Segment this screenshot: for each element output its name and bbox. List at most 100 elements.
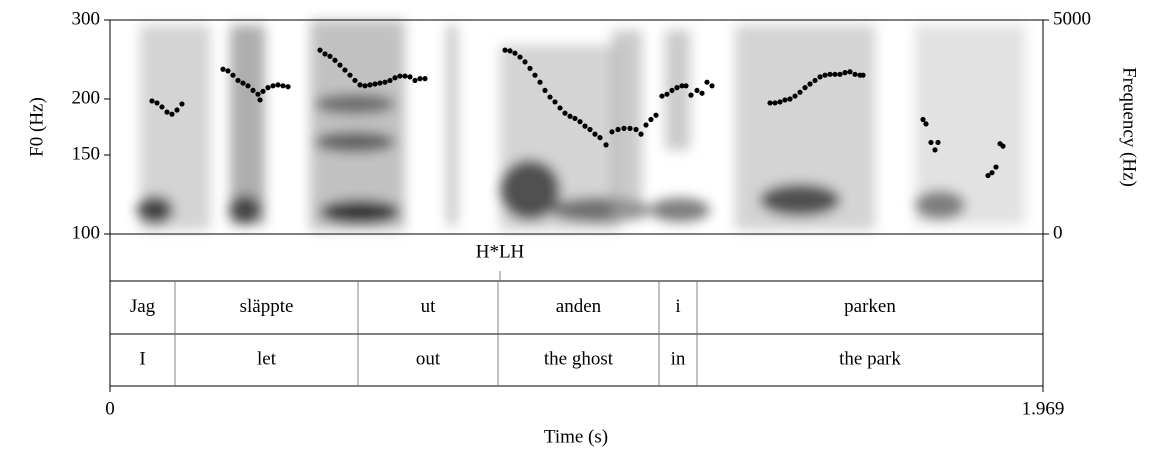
interval-label: parken <box>844 296 896 317</box>
f0-point <box>522 59 528 65</box>
f0-point <box>935 139 941 146</box>
f0-point <box>822 72 828 78</box>
f0-point <box>993 164 999 170</box>
interval-label: släppte <box>240 296 294 317</box>
f0-point <box>382 79 388 85</box>
f0-point <box>704 79 710 85</box>
interval-label: in <box>671 348 686 369</box>
f0-point <box>985 172 991 179</box>
f0-point <box>688 92 694 98</box>
f0-point <box>792 93 798 99</box>
f0-point <box>367 82 373 88</box>
f0-point <box>342 67 348 73</box>
f0-point <box>653 112 659 118</box>
f0-point <box>285 84 291 90</box>
f0-point <box>1000 143 1006 149</box>
f0-point <box>362 83 368 89</box>
f0-point <box>547 94 553 100</box>
f0-point <box>317 47 323 53</box>
f0-point <box>397 73 403 79</box>
f0-point <box>557 105 563 111</box>
f0-point <box>407 74 413 80</box>
f0-point <box>638 131 644 137</box>
f0-point <box>280 83 286 89</box>
f0-point <box>402 73 408 79</box>
f0-point <box>683 83 689 89</box>
x-tick-label: 1.969 <box>1022 398 1065 419</box>
f0-point <box>782 97 788 103</box>
x-axis-label: Time (s) <box>544 426 608 447</box>
f0-point <box>802 85 808 91</box>
f0-point <box>777 99 783 105</box>
f0-point <box>648 116 654 123</box>
f0-point <box>235 77 241 84</box>
f0-point <box>250 87 256 94</box>
f0-point <box>372 81 378 87</box>
f0-point <box>587 126 593 133</box>
f0-point <box>928 139 934 146</box>
f0-point <box>377 80 383 86</box>
f0-point <box>552 99 558 105</box>
f0-point <box>270 83 276 89</box>
f0-point <box>240 80 246 86</box>
f0-point <box>255 91 261 97</box>
f0-point <box>787 96 793 102</box>
f0-point <box>767 100 773 106</box>
spectrogram <box>137 20 1025 230</box>
f0-point <box>392 75 398 81</box>
f0-point <box>542 87 548 94</box>
f0-point <box>694 87 700 94</box>
f0-point <box>275 82 281 88</box>
f0-point <box>260 88 266 94</box>
interval-label: i <box>675 296 680 317</box>
f0-point <box>337 62 343 68</box>
f0-point <box>621 125 627 131</box>
interval-label: ut <box>421 296 437 317</box>
frame <box>109 19 1044 387</box>
f0-point <box>332 57 338 63</box>
f0-point <box>923 121 929 127</box>
f0-point <box>159 104 165 110</box>
f0-point <box>327 53 333 59</box>
f0-point <box>812 77 818 84</box>
f0-point <box>674 85 680 91</box>
y2-tick-label: 0 <box>1053 222 1063 243</box>
f0-point <box>597 135 603 141</box>
f0-point <box>417 76 423 82</box>
f0-point <box>609 129 615 135</box>
f0-point <box>659 93 665 99</box>
f0-point <box>847 69 853 75</box>
y2-axis-label: Frequency (Hz) <box>1119 67 1140 187</box>
f0-point <box>772 100 778 106</box>
f0-point <box>532 72 538 78</box>
f0-point <box>422 76 428 82</box>
y-axis-label: F0 (Hz) <box>26 97 47 157</box>
f0-point <box>627 125 633 131</box>
f0-point <box>827 71 833 77</box>
f0-point <box>582 123 588 129</box>
interval-label: let <box>257 348 277 369</box>
point-label: H*LH <box>476 241 525 262</box>
f0-point <box>920 116 926 123</box>
f0-point <box>603 142 609 148</box>
f0-point <box>347 72 353 78</box>
f0-point <box>577 119 583 125</box>
interval-label: I <box>139 348 145 369</box>
interval-label: out <box>416 348 441 369</box>
f0-point <box>225 68 231 74</box>
f0-point <box>149 98 155 104</box>
f0-point <box>643 122 649 128</box>
f0-point <box>567 113 573 119</box>
y-tick-label: 150 <box>72 143 101 164</box>
f0-point <box>527 65 533 71</box>
f0-point <box>709 83 715 89</box>
f0-point <box>512 50 518 56</box>
f0-point <box>179 101 185 107</box>
y-tick-label: 100 <box>72 222 101 243</box>
y2-tick-label: 5000 <box>1053 8 1091 29</box>
f0-point <box>169 111 175 117</box>
interval-label: the park <box>839 348 901 369</box>
f0-point <box>699 90 705 96</box>
f0-point <box>502 47 508 53</box>
f0-point <box>562 110 568 116</box>
